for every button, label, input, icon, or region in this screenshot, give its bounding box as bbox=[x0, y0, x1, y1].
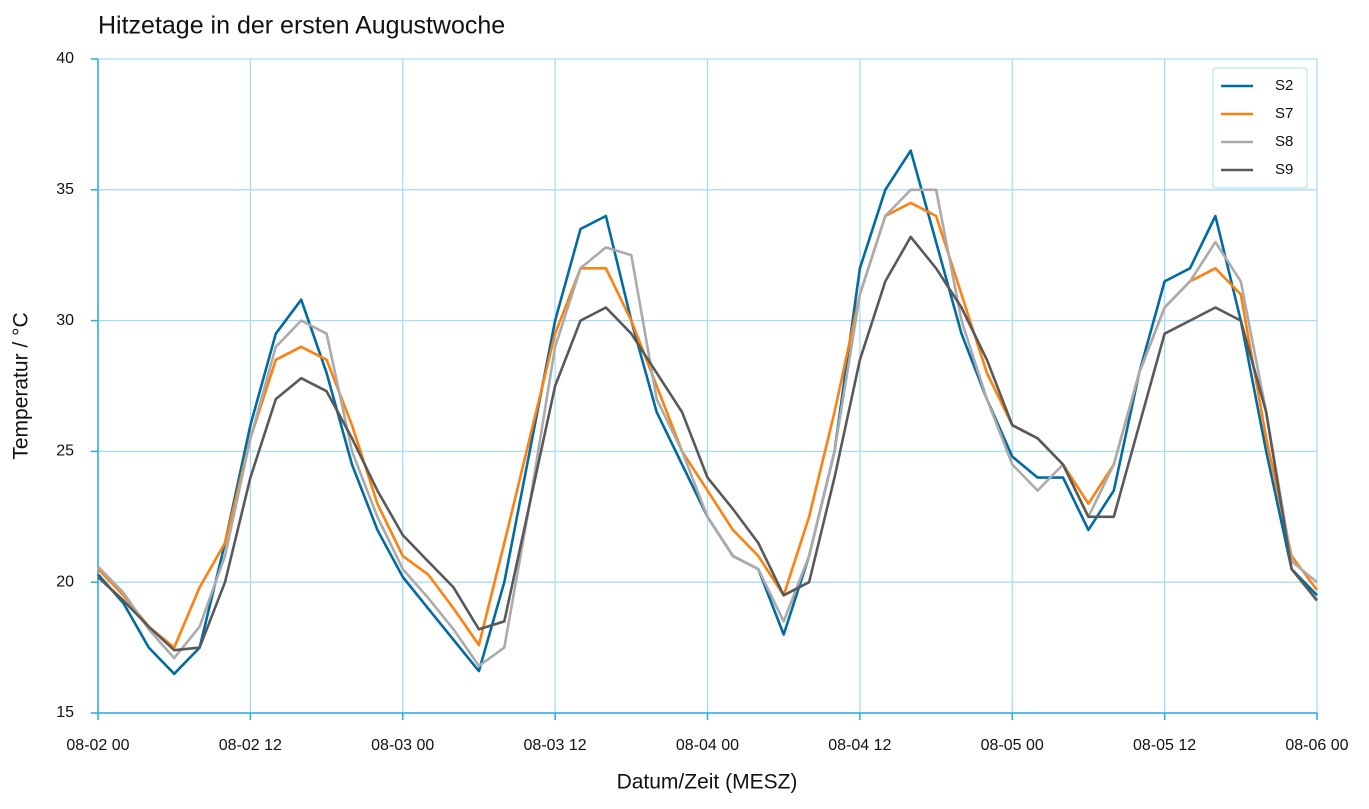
x-tick-label: 08-05 00 bbox=[981, 737, 1044, 754]
x-axis-label: Datum/Zeit (MESZ) bbox=[617, 771, 798, 794]
legend-label: S2 bbox=[1275, 77, 1293, 94]
x-tick-label: 08-04 00 bbox=[676, 737, 739, 754]
x-tick-label: 08-06 00 bbox=[1285, 737, 1348, 754]
y-tick-label: 35 bbox=[56, 181, 74, 198]
y-tick-label: 15 bbox=[56, 704, 74, 721]
x-tick-label: 08-05 12 bbox=[1133, 737, 1196, 754]
series-line bbox=[97, 188, 1318, 668]
y-tick-label: 30 bbox=[56, 312, 74, 329]
legend-label: S8 bbox=[1275, 133, 1293, 150]
x-tick-label: 08-03 12 bbox=[524, 737, 587, 754]
x-tick-label: 08-03 00 bbox=[371, 737, 434, 754]
legend-box bbox=[1212, 67, 1308, 189]
x-tick-label: 08-02 00 bbox=[66, 737, 129, 754]
x-tick-label: 08-02 12 bbox=[219, 737, 282, 754]
y-axis-label: Temperatur / °C bbox=[10, 312, 33, 459]
y-tick-label: 40 bbox=[56, 50, 74, 67]
x-tick-label: 08-04 12 bbox=[828, 737, 891, 754]
y-tick-label: 20 bbox=[56, 573, 74, 590]
legend-label: S7 bbox=[1275, 105, 1293, 122]
chart-title: Hitzetage in der ersten Augustwoche bbox=[98, 12, 505, 40]
y-tick-label: 25 bbox=[56, 443, 74, 460]
series-line bbox=[97, 235, 1319, 652]
legend-label: S9 bbox=[1275, 161, 1293, 178]
